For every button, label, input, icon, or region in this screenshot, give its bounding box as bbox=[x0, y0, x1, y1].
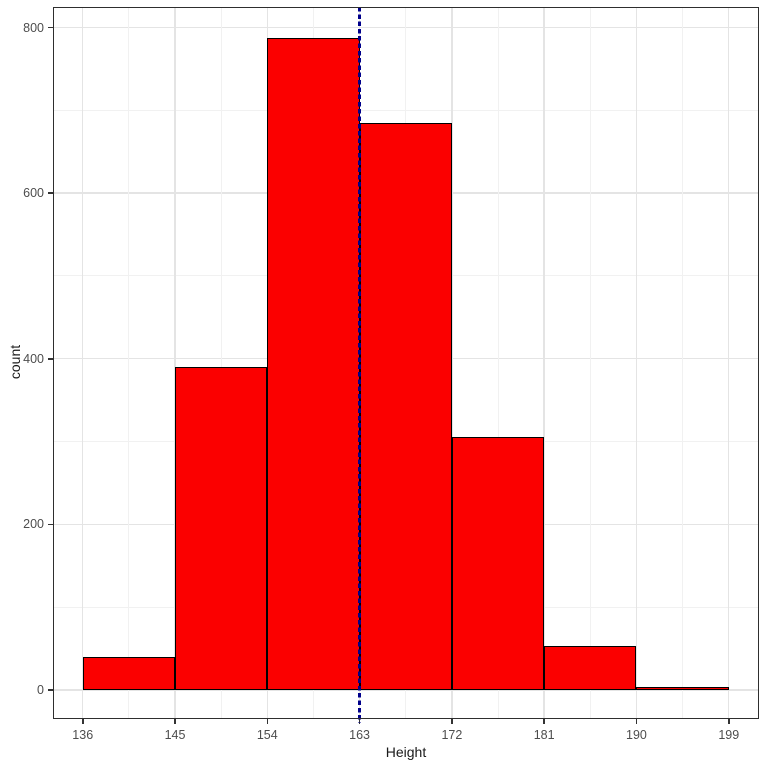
histogram-bar bbox=[82, 656, 176, 690]
x-axis-title: Height bbox=[385, 744, 427, 760]
x-tick-label: 190 bbox=[626, 728, 647, 742]
y-tick-mark bbox=[48, 689, 53, 691]
x-tick-label: 181 bbox=[533, 728, 555, 742]
histogram-bar bbox=[359, 122, 452, 690]
histogram-bar bbox=[451, 436, 545, 690]
x-tick-mark bbox=[451, 719, 453, 724]
x-grid-minor-line bbox=[128, 7, 130, 719]
mean-vline bbox=[358, 7, 361, 723]
y-tick-mark bbox=[48, 192, 53, 194]
x-tick-mark bbox=[174, 719, 176, 724]
y-tick-label: 400 bbox=[23, 351, 44, 366]
x-tick-mark bbox=[635, 719, 638, 724]
x-tick-mark bbox=[266, 719, 269, 724]
y-tick-mark bbox=[48, 357, 53, 360]
y-tick-mark bbox=[48, 26, 53, 29]
y-axis-title-text: count bbox=[7, 344, 23, 380]
x-grid-minor-line bbox=[682, 7, 684, 719]
histogram-bar bbox=[175, 367, 268, 690]
histogram-bar bbox=[544, 646, 637, 690]
y-tick-label: 800 bbox=[23, 20, 44, 35]
x-tick-mark bbox=[81, 719, 84, 724]
x-tick-label: 199 bbox=[718, 728, 740, 742]
plot-panel bbox=[53, 7, 759, 723]
x-tick-mark bbox=[727, 719, 730, 724]
x-tick-label: 163 bbox=[349, 728, 371, 742]
y-tick-label: 600 bbox=[23, 186, 44, 201]
x-grid-major-line bbox=[543, 7, 545, 719]
x-grid-minor-line bbox=[220, 7, 222, 719]
x-tick-label: 136 bbox=[72, 728, 94, 742]
histogram-bar bbox=[636, 687, 729, 691]
x-grid-major-line bbox=[635, 7, 638, 719]
y-tick-mark bbox=[48, 523, 53, 526]
x-grid-major-line bbox=[728, 7, 730, 719]
x-grid-major-line bbox=[174, 7, 176, 719]
x-tick-label: 145 bbox=[164, 728, 186, 742]
x-grid-minor-line bbox=[589, 7, 591, 719]
x-grid-minor-line bbox=[497, 7, 499, 719]
x-grid-major-line bbox=[82, 7, 84, 719]
histogram-bar bbox=[267, 38, 360, 690]
x-tick-mark bbox=[543, 719, 545, 724]
x-tick-label: 154 bbox=[256, 728, 278, 742]
y-tick-label: 0 bbox=[37, 683, 44, 698]
y-tick-label: 200 bbox=[23, 517, 44, 532]
x-tick-label: 172 bbox=[441, 728, 463, 742]
